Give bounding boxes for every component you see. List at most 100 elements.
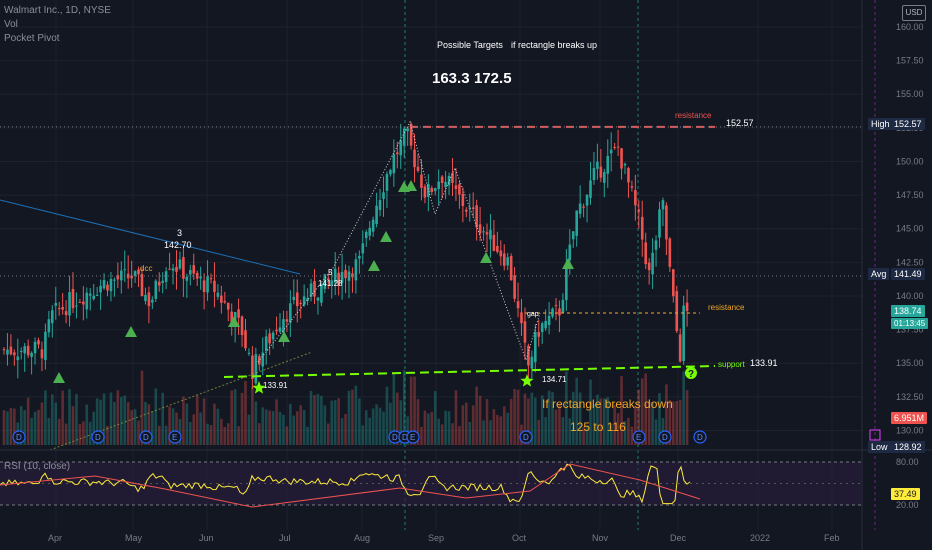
candle-body [385, 174, 389, 191]
candle-body [551, 308, 554, 317]
volume-bar [268, 410, 271, 445]
volume-bar [264, 409, 268, 445]
volume-bar [133, 409, 137, 445]
volume-bar [368, 417, 371, 445]
volume-bar [506, 412, 509, 445]
candle-body [209, 278, 213, 280]
volume-bar [630, 426, 634, 445]
volume-bar [285, 426, 289, 445]
volume-bar [427, 413, 430, 445]
candle-body [182, 257, 185, 279]
candle-body [140, 273, 144, 297]
pocket-pivot-marker [368, 260, 380, 271]
candle-body [247, 352, 251, 354]
volume-bar [26, 397, 30, 445]
candle-body [130, 275, 133, 279]
time-tick-label: Dec [670, 533, 687, 543]
volume-bar [68, 389, 71, 445]
volume-bar [244, 381, 247, 445]
candle-body [216, 292, 220, 297]
candle-body [113, 279, 116, 281]
volume-bar [672, 401, 675, 445]
volume-bar [164, 425, 168, 445]
volume-bar [126, 402, 130, 445]
event-marker-label: D [392, 433, 398, 442]
dcc-label: dcc [140, 264, 153, 273]
volume-legend: Vol [4, 19, 18, 30]
candle-body [133, 271, 137, 276]
candle-body [675, 291, 679, 332]
volume-bar [106, 425, 109, 445]
candle-body [213, 280, 216, 293]
volume-bar [195, 395, 199, 445]
candle-body [251, 355, 254, 380]
candle-body [409, 123, 413, 146]
candle-body [147, 292, 151, 307]
price-tick-label: 160.00 [896, 22, 924, 32]
volume-bar [278, 411, 282, 445]
candle-body [578, 203, 582, 214]
volume-bar [585, 425, 589, 445]
candle-body [623, 163, 627, 166]
volume-bar [85, 404, 89, 445]
volume-bar [9, 408, 13, 445]
volume-bar [527, 398, 530, 445]
breakdown-targets: 125 to 116 [570, 420, 626, 434]
candle-body [189, 270, 192, 275]
volume-bar [516, 389, 520, 445]
candle-body [644, 242, 647, 265]
volume-bar [37, 409, 40, 445]
volume-bar [665, 384, 668, 445]
candle-body [682, 305, 685, 362]
rsi-tick-label: 80.00 [896, 457, 919, 467]
currency-button[interactable]: USD [902, 5, 926, 21]
price-tick-label: 140.00 [896, 291, 924, 301]
volume-bar [154, 388, 158, 445]
rsi-band [0, 462, 862, 505]
volume-bar [151, 411, 154, 445]
volume-bar [547, 390, 551, 445]
event-marker [91, 430, 105, 444]
volume-bar [202, 398, 206, 445]
volume-bar [340, 418, 344, 445]
time-tick-label: Sep [428, 533, 444, 543]
candle-body [320, 283, 323, 303]
pivot-5-value: 141.28 [318, 279, 343, 288]
candle-body [634, 190, 637, 206]
candle-body [672, 269, 675, 297]
candle-body [509, 255, 513, 281]
candle-body [16, 356, 20, 361]
volume-bar [44, 390, 47, 445]
candle-body [406, 128, 409, 132]
volume-bar [678, 399, 682, 445]
volume-bar [402, 369, 406, 445]
volume-bar [437, 418, 440, 445]
volume-bar [389, 402, 392, 445]
volume-bar [199, 412, 202, 445]
volume-bar [240, 392, 244, 445]
candle-body [57, 308, 61, 310]
candle-body [289, 303, 292, 323]
price-tick-label: 137.50 [896, 325, 924, 335]
time-tick-label: Jun [199, 533, 214, 543]
oct-star-value: 134.71 [542, 375, 567, 384]
volume-bar [92, 411, 95, 445]
candle-body [378, 199, 382, 211]
volume-bar [475, 386, 478, 445]
volume-bar [358, 398, 361, 445]
volume-bar [95, 398, 99, 445]
event-marker-label: D [662, 433, 668, 442]
pivot-3-label: 3 [177, 228, 183, 238]
candle-body [630, 186, 634, 188]
volume-tag: 6.951M [891, 412, 928, 424]
volume-bar [33, 411, 37, 445]
candle-body [582, 206, 585, 208]
volume-bar [603, 398, 606, 445]
candle-body [123, 269, 127, 271]
gap-label: gap [527, 311, 539, 318]
candle-body [423, 186, 427, 198]
candle-body [440, 176, 444, 184]
event-marker [139, 430, 153, 444]
candle-body [565, 264, 568, 301]
